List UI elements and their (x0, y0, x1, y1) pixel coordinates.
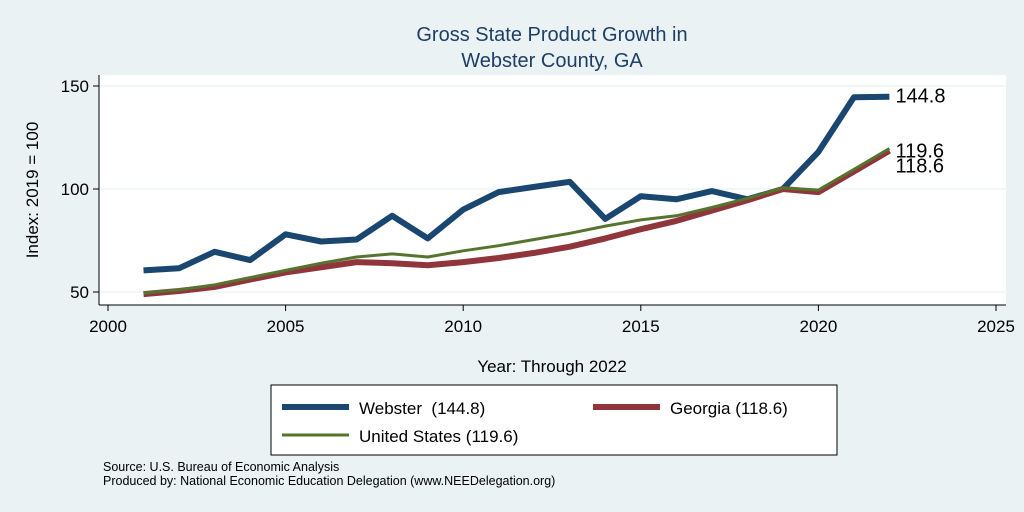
x-tick-label-2020: 2020 (799, 317, 837, 336)
chart-title-line-2: Webster County, GA (461, 50, 643, 72)
gridlines (99, 85, 1006, 293)
series-line-united-states (143, 147, 891, 295)
legend-label-georgia: Georgia (118.6) (670, 399, 788, 418)
x-tick-label-2005: 2005 (267, 317, 305, 336)
legend-box (270, 384, 838, 456)
x-axis-label: Year: Through 2022 (477, 357, 626, 376)
x-tick-label-2015: 2015 (622, 317, 660, 336)
x-tick-label-2025: 2025 (977, 317, 1015, 336)
source-text: Source: U.S. Bureau of Economic Analysis (103, 460, 340, 474)
chart-title-line-1: Gross State Product Growth in (416, 24, 687, 46)
y-tick-label-50: 50 (70, 283, 89, 302)
source-notes: Source: U.S. Bureau of Economic Analysis… (103, 460, 555, 488)
end-label-united-states: 119.6 (895, 141, 944, 163)
legend-label-united-states: United States (119.6) (359, 427, 518, 446)
axes: 50 100 150 2000 2005 2010 2015 2020 2025 (61, 75, 1015, 336)
y-axis-label: Index: 2019 = 100 (23, 122, 42, 259)
legend-label-webster: Webster (144.8) (359, 399, 485, 418)
x-tick-label-2000: 2000 (89, 317, 127, 336)
legend: Webster (144.8) Georgia (118.6) United S… (270, 384, 838, 456)
plot-area (99, 75, 1006, 305)
end-label-webster: 144.8 (895, 86, 945, 108)
x-tick-label-2010: 2010 (444, 317, 482, 336)
y-tick-label-150: 150 (61, 77, 89, 96)
produced-by-text: Produced by: National Economic Education… (103, 474, 556, 488)
y-tick-label-100: 100 (61, 180, 89, 199)
end-label-georgia: 118.6 (895, 156, 944, 178)
series-layer (143, 93, 891, 298)
